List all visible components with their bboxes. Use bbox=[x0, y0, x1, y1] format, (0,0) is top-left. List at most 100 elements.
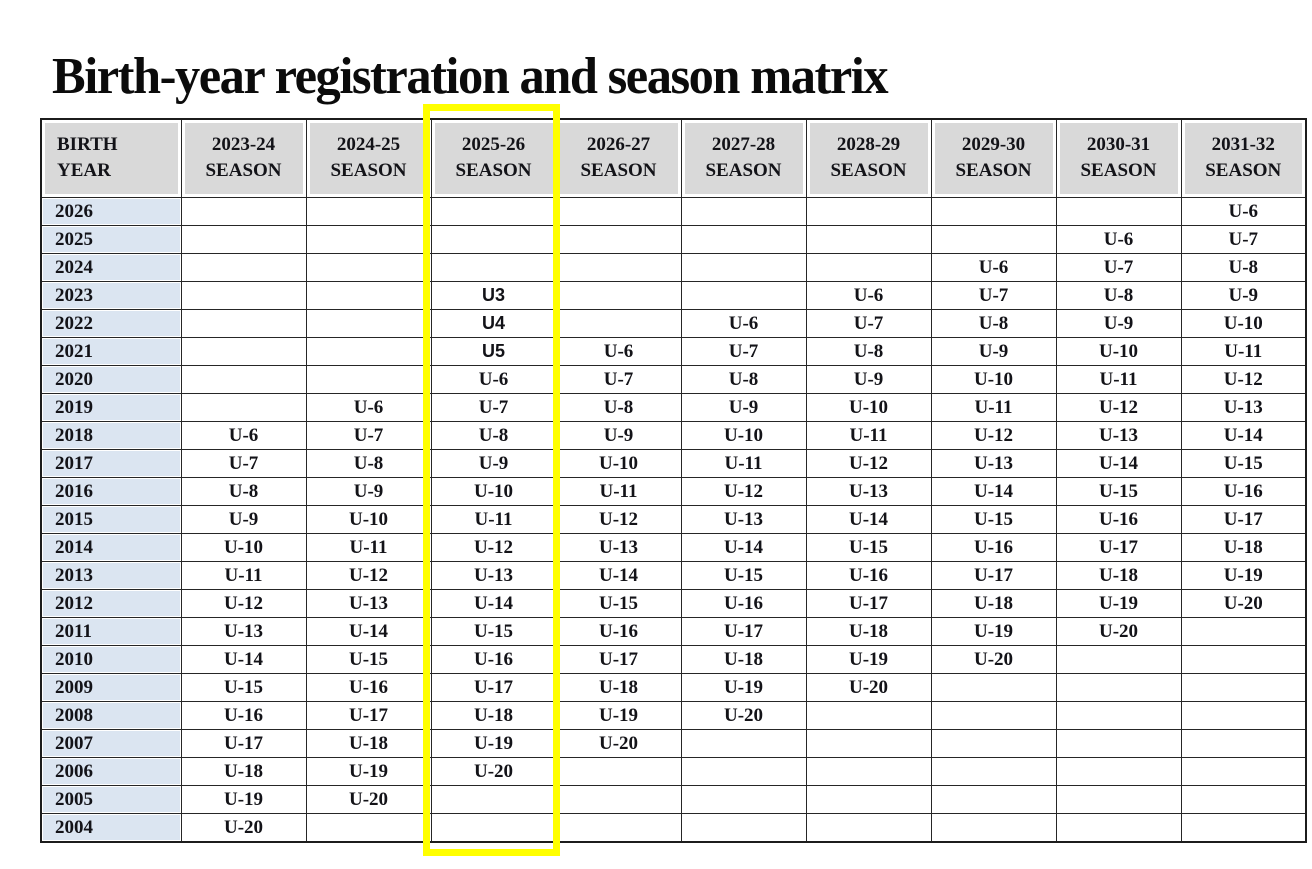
birth-year-cell: 2025 bbox=[40, 225, 182, 254]
age-group-value: U-7 bbox=[853, 312, 884, 334]
age-group-value: U-11 bbox=[474, 508, 513, 530]
age-group-cell-2008-2026-27: U-19 bbox=[555, 701, 682, 730]
birth-year-cell: 2011 bbox=[40, 617, 182, 646]
table-row: 2013 U-11 U-12 U-13 U-14 U-15 U-16 U-17 U-18 U-19 bbox=[40, 561, 1307, 590]
age-group-cell-2013-2025-26: U-13 bbox=[430, 561, 557, 590]
age-group-value: U-14 bbox=[973, 480, 1014, 502]
age-group-value: U-17 bbox=[1098, 536, 1139, 558]
age-group-value: U-9 bbox=[1228, 284, 1259, 306]
age-group-cell-2009-2030-31 bbox=[1055, 673, 1182, 702]
birth-year-label: 2018 bbox=[43, 423, 180, 448]
age-group-cell-2025-2031-32: U-7 bbox=[1180, 225, 1307, 254]
age-group-cell-2004-2029-30 bbox=[930, 813, 1057, 843]
table-row: 2015 U-9 U-10 U-11 U-12 U-13 U-14 U-15 U-16 U-17 bbox=[40, 505, 1307, 534]
age-group-cell-2019-2025-26: U-7 bbox=[430, 393, 557, 422]
age-group-cell-2023-2026-27 bbox=[555, 281, 682, 310]
age-group-value: U-19 bbox=[598, 704, 639, 726]
age-group-cell-2014-2026-27: U-13 bbox=[555, 533, 682, 562]
table-row: 2017 U-7 U-8 U-9 U-10 U-11 U-12 U-13 U-14 U-15 bbox=[40, 449, 1307, 478]
birth-year-label: 2010 bbox=[43, 647, 180, 672]
age-group-cell-2014-2023-24: U-10 bbox=[180, 533, 307, 562]
age-group-value: U-18 bbox=[473, 704, 514, 726]
birth-year-label: 2022 bbox=[43, 311, 180, 336]
age-group-cell-2018-2029-30: U-12 bbox=[930, 421, 1057, 450]
age-group-value: U-9 bbox=[853, 368, 884, 390]
age-group-value: U-11 bbox=[1099, 368, 1138, 390]
age-group-value: U-18 bbox=[223, 760, 264, 782]
age-group-cell-2018-2023-24: U-6 bbox=[180, 421, 307, 450]
age-group-cell-2007-2031-32 bbox=[1180, 729, 1307, 758]
season-header-label: 2023-24 SEASON bbox=[184, 123, 303, 194]
birth-year-cell: 2024 bbox=[40, 253, 182, 282]
birth-year-label: 2019 bbox=[43, 395, 180, 420]
table-row: 2005 U-19 U-20 bbox=[40, 785, 1307, 814]
age-group-cell-2024-2027-28 bbox=[680, 253, 807, 282]
age-group-cell-2020-2029-30: U-10 bbox=[930, 365, 1057, 394]
age-group-cell-2017-2024-25: U-8 bbox=[305, 449, 432, 478]
age-group-value: U-16 bbox=[348, 676, 389, 698]
age-group-cell-2011-2031-32 bbox=[1180, 617, 1307, 646]
table-row: 2006 U-18 U-19 U-20 bbox=[40, 757, 1307, 786]
age-group-value: U-12 bbox=[1098, 396, 1139, 418]
birth-year-cell: 2023 bbox=[40, 281, 182, 310]
age-group-cell-2018-2031-32: U-14 bbox=[1180, 421, 1307, 450]
age-group-value: U4 bbox=[481, 313, 505, 333]
age-group-cell-2005-2024-25: U-20 bbox=[305, 785, 432, 814]
age-group-cell-2012-2031-32: U-20 bbox=[1180, 589, 1307, 618]
age-group-cell-2024-2031-32: U-8 bbox=[1180, 253, 1307, 282]
birth-year-label: 2005 bbox=[43, 787, 180, 812]
age-group-cell-2019-2031-32: U-13 bbox=[1180, 393, 1307, 422]
age-group-cell-2004-2025-26 bbox=[430, 813, 557, 843]
age-group-value: U-17 bbox=[348, 704, 389, 726]
age-group-cell-2017-2027-28: U-11 bbox=[680, 449, 807, 478]
birth-year-cell: 2004 bbox=[40, 813, 182, 843]
age-group-cell-2015-2026-27: U-12 bbox=[555, 505, 682, 534]
age-group-cell-2016-2027-28: U-12 bbox=[680, 477, 807, 506]
age-group-cell-2008-2025-26: U-18 bbox=[430, 701, 557, 730]
age-group-value: U-16 bbox=[973, 536, 1014, 558]
age-group-cell-2023-2031-32: U-9 bbox=[1180, 281, 1307, 310]
age-group-cell-2014-2030-31: U-17 bbox=[1055, 533, 1182, 562]
birth-year-label: 2016 bbox=[43, 479, 180, 504]
age-group-cell-2005-2030-31 bbox=[1055, 785, 1182, 814]
age-group-cell-2011-2030-31: U-20 bbox=[1055, 617, 1182, 646]
age-group-cell-2005-2026-27 bbox=[555, 785, 682, 814]
age-group-value: U-20 bbox=[973, 648, 1014, 670]
birth-year-label: 2008 bbox=[43, 703, 180, 728]
age-group-cell-2012-2027-28: U-16 bbox=[680, 589, 807, 618]
age-group-cell-2019-2023-24 bbox=[180, 393, 307, 422]
age-group-value: U-11 bbox=[724, 452, 763, 474]
age-group-cell-2007-2024-25: U-18 bbox=[305, 729, 432, 758]
age-group-cell-2025-2026-27 bbox=[555, 225, 682, 254]
age-group-cell-2024-2028-29 bbox=[805, 253, 932, 282]
age-group-cell-2007-2028-29 bbox=[805, 729, 932, 758]
age-group-cell-2015-2025-26: U-11 bbox=[430, 505, 557, 534]
birth-year-label: 2004 bbox=[43, 815, 180, 840]
age-group-cell-2016-2029-30: U-14 bbox=[930, 477, 1057, 506]
age-group-value: U-13 bbox=[348, 592, 389, 614]
season-header-2026-27: 2026-27 SEASON bbox=[555, 118, 682, 198]
age-group-value: U-14 bbox=[848, 508, 889, 530]
age-group-cell-2015-2030-31: U-16 bbox=[1055, 505, 1182, 534]
age-group-cell-2013-2024-25: U-12 bbox=[305, 561, 432, 590]
age-group-cell-2016-2026-27: U-11 bbox=[555, 477, 682, 506]
birth-year-cell: 2012 bbox=[40, 589, 182, 618]
age-group-value: U-6 bbox=[603, 340, 634, 362]
age-group-cell-2015-2031-32: U-17 bbox=[1180, 505, 1307, 534]
birth-year-cell: 2015 bbox=[40, 505, 182, 534]
age-group-value: U-10 bbox=[223, 536, 264, 558]
age-group-cell-2025-2028-29 bbox=[805, 225, 932, 254]
age-group-cell-2023-2023-24 bbox=[180, 281, 307, 310]
age-group-cell-2007-2029-30 bbox=[930, 729, 1057, 758]
age-group-cell-2025-2024-25 bbox=[305, 225, 432, 254]
age-group-cell-2022-2023-24 bbox=[180, 309, 307, 338]
age-group-value: U-11 bbox=[849, 424, 888, 446]
age-group-cell-2021-2023-24 bbox=[180, 337, 307, 366]
table-row: 2009 U-15 U-16 U-17 U-18 U-19 U-20 bbox=[40, 673, 1307, 702]
age-group-value: U-16 bbox=[848, 564, 889, 586]
birth-year-label: 2013 bbox=[43, 563, 180, 588]
birth-year-label: 2020 bbox=[43, 367, 180, 392]
age-group-cell-2021-2024-25 bbox=[305, 337, 432, 366]
age-group-cell-2017-2031-32: U-15 bbox=[1180, 449, 1307, 478]
age-group-cell-2015-2023-24: U-9 bbox=[180, 505, 307, 534]
